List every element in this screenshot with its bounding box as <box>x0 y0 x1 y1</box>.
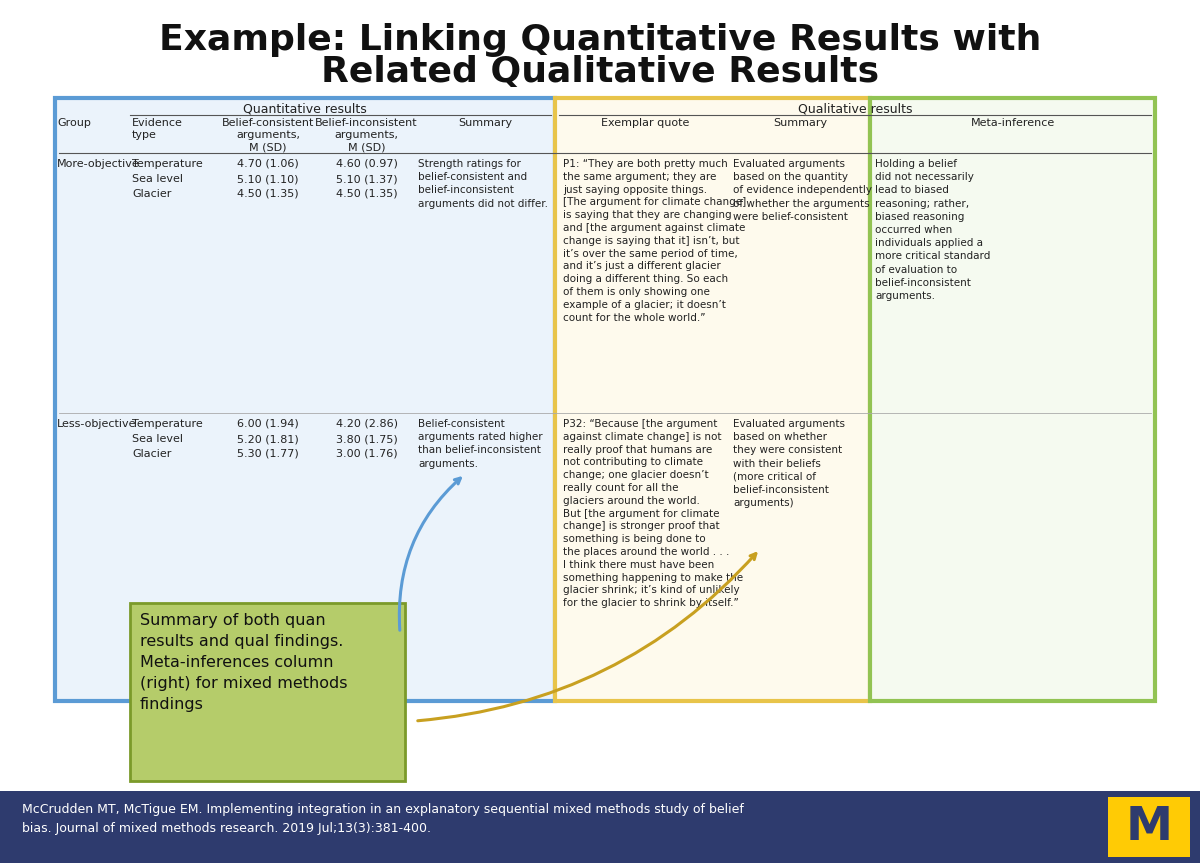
Text: 5.20 (1.81): 5.20 (1.81) <box>238 434 299 444</box>
Text: 4.70 (1.06): 4.70 (1.06) <box>238 159 299 169</box>
Text: Evidence
type: Evidence type <box>132 118 182 141</box>
Text: Evaluated arguments
based on whether
they were consistent
with their beliefs
(mo: Evaluated arguments based on whether the… <box>733 419 845 508</box>
Text: 5.10 (1.37): 5.10 (1.37) <box>336 174 397 184</box>
Text: 5.10 (1.10): 5.10 (1.10) <box>238 174 299 184</box>
Text: Qualitative results: Qualitative results <box>798 102 912 115</box>
Text: Summary: Summary <box>458 118 512 128</box>
Text: More-objective: More-objective <box>58 159 139 169</box>
Bar <box>554 98 870 701</box>
Bar <box>1108 797 1190 857</box>
Text: 3.00 (1.76): 3.00 (1.76) <box>336 449 397 459</box>
Text: Holding a belief
did not necessarily
lead to biased
reasoning; rather,
biased re: Holding a belief did not necessarily lea… <box>875 159 990 301</box>
Bar <box>55 98 554 701</box>
Text: Quantitative results: Quantitative results <box>244 102 367 115</box>
Text: Related Qualitative Results: Related Qualitative Results <box>320 55 880 89</box>
Text: Less-objective: Less-objective <box>58 419 137 429</box>
Text: M: M <box>1126 804 1172 849</box>
Text: Glacier: Glacier <box>132 449 172 459</box>
Text: P32: “Because [the argument
against climate change] is not
really proof that hum: P32: “Because [the argument against clim… <box>563 419 743 608</box>
Bar <box>0 791 1200 863</box>
Text: Belief-consistent
arguments,
M (SD): Belief-consistent arguments, M (SD) <box>222 118 314 153</box>
Text: 5.30 (1.77): 5.30 (1.77) <box>238 449 299 459</box>
Text: Sea level: Sea level <box>132 434 182 444</box>
Text: Glacier: Glacier <box>132 189 172 199</box>
Text: 4.50 (1.35): 4.50 (1.35) <box>238 189 299 199</box>
Text: Meta-inference: Meta-inference <box>971 118 1055 128</box>
Text: Sea level: Sea level <box>132 174 182 184</box>
Text: 6.00 (1.94): 6.00 (1.94) <box>238 419 299 429</box>
Text: 3.80 (1.75): 3.80 (1.75) <box>336 434 397 444</box>
Text: Group: Group <box>58 118 91 128</box>
Text: Temperature: Temperature <box>132 159 203 169</box>
Text: Belief-consistent
arguments rated higher
than belief-inconsistent
arguments.: Belief-consistent arguments rated higher… <box>418 419 542 469</box>
Bar <box>870 98 1154 701</box>
Text: Strength ratings for
belief-consistent and
belief-inconsistent
arguments did not: Strength ratings for belief-consistent a… <box>418 159 548 209</box>
Text: Evaluated arguments
based on the quantity
of evidence independently
of whether t: Evaluated arguments based on the quantit… <box>733 159 872 222</box>
Text: P1: “They are both pretty much
the same argument; they are
just saying opposite : P1: “They are both pretty much the same … <box>563 159 746 323</box>
Text: Exemplar quote: Exemplar quote <box>601 118 689 128</box>
Text: Belief-inconsistent
arguments,
M (SD): Belief-inconsistent arguments, M (SD) <box>316 118 418 153</box>
Text: 4.60 (0.97): 4.60 (0.97) <box>336 159 397 169</box>
Text: Temperature: Temperature <box>132 419 203 429</box>
Text: 4.20 (2.86): 4.20 (2.86) <box>336 419 397 429</box>
Text: Example: Linking Quantitative Results with: Example: Linking Quantitative Results wi… <box>158 23 1042 57</box>
Text: 4.50 (1.35): 4.50 (1.35) <box>336 189 397 199</box>
FancyBboxPatch shape <box>130 603 406 781</box>
Text: McCrudden MT, McTigue EM. Implementing integration in an explanatory sequential : McCrudden MT, McTigue EM. Implementing i… <box>22 803 744 835</box>
Text: Summary: Summary <box>773 118 827 128</box>
Text: Summary of both quan
results and qual findings.
Meta-inferences column
(right) f: Summary of both quan results and qual fi… <box>140 613 348 712</box>
